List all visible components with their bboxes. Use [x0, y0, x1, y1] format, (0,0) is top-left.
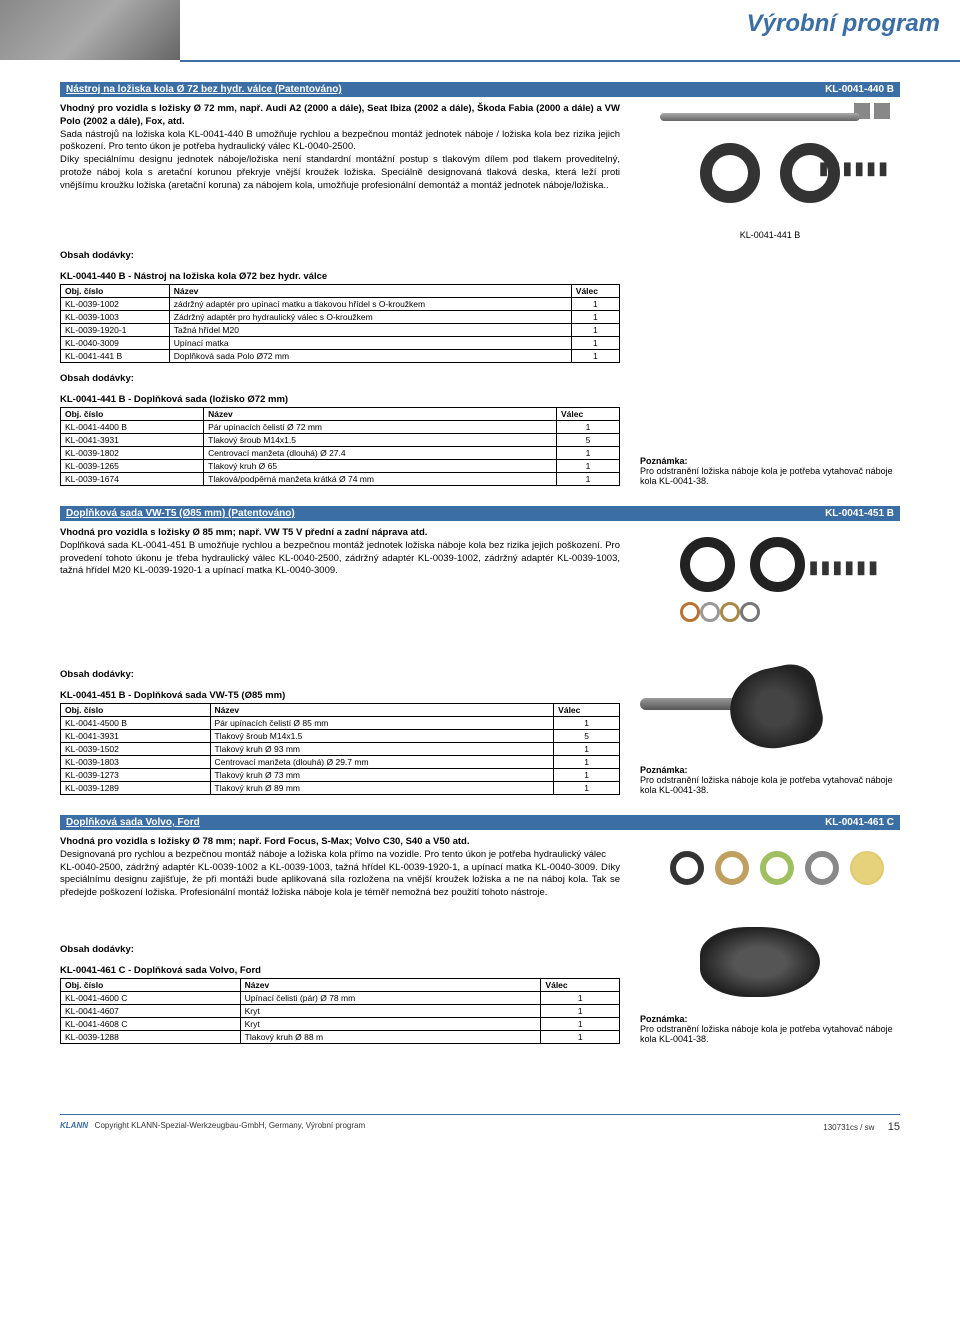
table-row: KL-0041-441 BDoplňková sada Polo Ø72 mm1	[61, 350, 620, 363]
table-row: KL-0039-1273Tlakový kruh Ø 73 mm1	[61, 769, 620, 782]
section-1: Nástroj na ložiska kola Ø 72 bez hydr. v…	[60, 82, 900, 486]
section-2-note: Poznámka: Pro odstranění ložiska náboje …	[640, 765, 900, 795]
table-row: KL-0041-3931Tlakový šroub M14x1.55	[61, 434, 620, 447]
table-row: KL-0039-1003Zádržný adaptér pro hydrauli…	[61, 311, 620, 324]
footer-copyright: Copyright KLANN-Spezial-Werkzeugbau-GmbH…	[95, 1121, 365, 1130]
delivery-2-sub: KL-0041-441 B - Doplňková sada (ložisko …	[60, 394, 620, 405]
section-3-para-2: KL-0040-2500, zádržný adaptér KL-0039-10…	[60, 862, 620, 899]
section-3-para-1: Designovaná pro rychlou a bezpečnou mont…	[60, 849, 606, 860]
table-row: KL-0041-3931Tlakový šroub M14x1.55	[61, 730, 620, 743]
footer: KLANN Copyright KLANN-Spezial-Werkzeugba…	[60, 1114, 900, 1133]
header-title-container: Výrobní program	[180, 0, 960, 38]
table-row: KL-0041-4608 CKryt1	[61, 1018, 620, 1031]
section-1-para-2: Díky speciálnímu designu jednotek náboje…	[60, 154, 620, 191]
section-1-image: ▮▮▮▮▮▮ KL-0041-441 B	[640, 103, 900, 240]
product-image-2: ▮▮▮▮▮▮	[650, 527, 890, 637]
delivery-1-title: Obsah dodávky:	[60, 250, 900, 261]
section-2-code: KL-0041-451 B	[825, 508, 894, 519]
footer-page: 15	[888, 1121, 900, 1133]
product-image-3	[640, 648, 880, 758]
section-3-header: Doplňková sada Volvo, Ford KL-0041-461 C	[60, 815, 900, 830]
delivery-2-1-sub: KL-0041-451 B - Doplňková sada VW-T5 (Ø8…	[60, 690, 620, 701]
table-1-2: Obj. čísloNázevVálec KL-0041-4400 BPár u…	[60, 407, 620, 486]
section-3: Doplňková sada Volvo, Ford KL-0041-461 C…	[60, 815, 900, 1044]
page-header: Výrobní program	[0, 0, 960, 60]
delivery-1-sub: KL-0041-440 B - Nástroj na ložiska kola …	[60, 271, 900, 282]
header-banner-image	[0, 0, 180, 60]
section-2: Doplňková sada VW-T5 (Ø85 mm) (Patentová…	[60, 506, 900, 795]
table-row: KL-0039-1265Tlakový kruh Ø 651	[61, 460, 620, 473]
footer-logo: KLANN	[60, 1121, 88, 1130]
table-row: KL-0041-4500 BPár upínacích čelistí Ø 85…	[61, 717, 620, 730]
table-row: KL-0039-1674Tlaková/podpěrná manžeta krá…	[61, 473, 620, 486]
table-1-1: Obj. čísloNázevVálec KL-0039-1002zádržný…	[60, 284, 620, 363]
section-1-code: KL-0041-440 B	[825, 84, 894, 95]
section-2-title: Doplňková sada VW-T5 (Ø85 mm) (Patentová…	[66, 508, 295, 519]
table-3-1: Obj. čísloNázevVálec KL-0041-4600 CUpína…	[60, 978, 620, 1044]
section-1-text: Vhodný pro vozidla s ložisky Ø 72 mm, na…	[60, 103, 620, 240]
table-row: KL-0039-1289Tlakový kruh Ø 89 mm1	[61, 782, 620, 795]
section-1-header: Nástroj na ložiska kola Ø 72 bez hydr. v…	[60, 82, 900, 97]
product-image-4	[650, 836, 890, 906]
section-3-intro: Vhodná pro vozidla s ložisky Ø 78 mm; na…	[60, 836, 469, 847]
page-title: Výrobní program	[180, 10, 940, 38]
table-2-1: Obj. čísloNázevVálec KL-0041-4500 BPár u…	[60, 703, 620, 795]
section-1-intro: Vhodný pro vozidla s ložisky Ø 72 mm, na…	[60, 103, 620, 127]
table-row: KL-0039-1002zádržný adaptér pro upínací …	[61, 298, 620, 311]
section-1-image-label: KL-0041-441 B	[640, 230, 900, 240]
section-3-code: KL-0041-461 C	[825, 817, 894, 828]
table-row: KL-0041-4400 BPár upínacích čelistí Ø 72…	[61, 421, 620, 434]
section-3-text: Vhodná pro vozidla s ložisky Ø 78 mm; na…	[60, 836, 620, 909]
table-row: KL-0039-1803Centrovací manžeta (dlouhá) …	[61, 756, 620, 769]
delivery-2-1-title: Obsah dodávky:	[60, 669, 620, 680]
delivery-3-1-title: Obsah dodávky:	[60, 944, 620, 955]
section-2-text: Vhodná pro vozidla s ložisky Ø 85 mm; na…	[60, 527, 620, 640]
footer-doc: 130731cs / sw	[823, 1123, 874, 1132]
content: Nástroj na ložiska kola Ø 72 bez hydr. v…	[0, 62, 960, 1084]
table-row: KL-0041-4607Kryt1	[61, 1005, 620, 1018]
delivery-2-title: Obsah dodávky:	[60, 373, 620, 384]
table-row: KL-0039-1920-1Tažná hřídel M201	[61, 324, 620, 337]
section-2-para-1: Doplňková sada KL-0041-451 B umožňuje ry…	[60, 540, 620, 577]
section-2-intro: Vhodná pro vozidla s ložisky Ø 85 mm; na…	[60, 527, 427, 538]
section-2-header: Doplňková sada VW-T5 (Ø85 mm) (Patentová…	[60, 506, 900, 521]
section-1-para-1: Sada nástrojů na ložiska kola KL-0041-44…	[60, 129, 620, 153]
section-1-note: Poznámka: Pro odstranění ložiska náboje …	[640, 456, 900, 486]
section-3-note: Poznámka: Pro odstranění ložiska náboje …	[640, 1014, 900, 1044]
section-2-image: ▮▮▮▮▮▮	[640, 527, 900, 640]
section-3-title: Doplňková sada Volvo, Ford	[66, 817, 200, 828]
section-3-image	[640, 836, 900, 909]
product-image-5	[640, 917, 880, 1007]
product-image-1: ▮▮▮▮▮▮	[650, 103, 890, 223]
table-row: KL-0039-1288Tlakový kruh Ø 88 m1	[61, 1031, 620, 1044]
table-row: KL-0040-3009Upínací matka1	[61, 337, 620, 350]
delivery-3-1-sub: KL-0041-461 C - Doplňková sada Volvo, Fo…	[60, 965, 620, 976]
table-row: KL-0039-1802Centrovací manžeta (dlouhá) …	[61, 447, 620, 460]
section-1-title: Nástroj na ložiska kola Ø 72 bez hydr. v…	[66, 84, 342, 95]
table-row: KL-0041-4600 CUpínací čelisti (pár) Ø 78…	[61, 992, 620, 1005]
table-row: KL-0039-1502Tlakový kruh Ø 93 mm1	[61, 743, 620, 756]
